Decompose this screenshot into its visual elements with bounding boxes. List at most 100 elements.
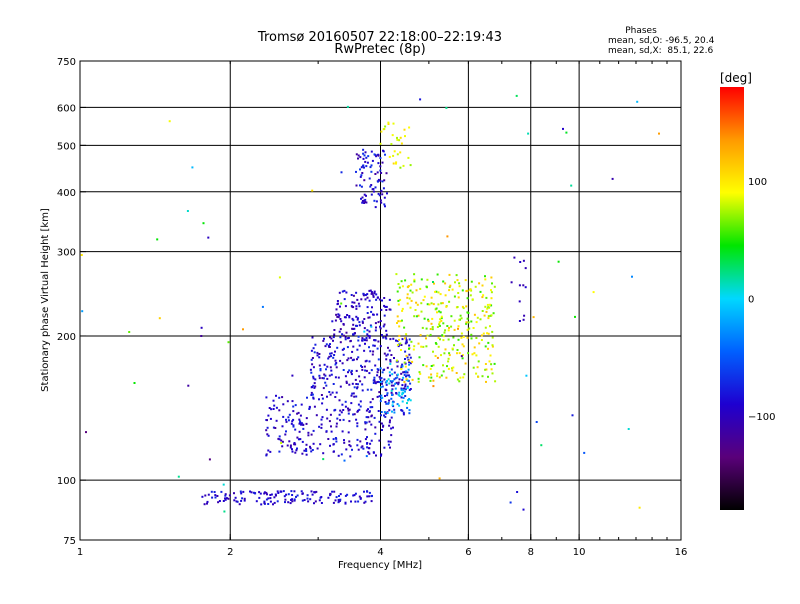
data-point <box>379 380 382 383</box>
data-point <box>346 346 349 349</box>
data-point <box>302 427 305 430</box>
data-point <box>322 452 325 455</box>
data-point <box>350 394 353 397</box>
data-point <box>342 369 345 371</box>
data-point <box>371 292 374 295</box>
data-point <box>312 442 315 445</box>
data-point <box>376 374 379 377</box>
data-point <box>388 409 391 412</box>
data-point <box>431 326 434 328</box>
data-point <box>397 283 400 285</box>
data-point <box>344 336 347 339</box>
data-point <box>486 307 489 310</box>
data-point <box>330 373 333 376</box>
data-point <box>396 290 399 293</box>
data-point <box>457 338 460 341</box>
data-point <box>485 368 488 371</box>
data-point <box>470 337 473 340</box>
data-point <box>235 500 238 503</box>
data-point <box>218 500 221 502</box>
data-point <box>290 490 293 493</box>
data-point <box>364 298 367 301</box>
data-point <box>315 414 318 417</box>
data-point <box>395 162 397 165</box>
data-point <box>518 284 521 287</box>
data-point <box>352 358 355 361</box>
data-point <box>535 421 538 423</box>
data-point <box>376 296 379 299</box>
data-point <box>396 153 399 156</box>
data-point <box>383 314 386 317</box>
data-point <box>465 321 468 324</box>
data-point <box>384 336 387 339</box>
data-point <box>351 350 354 353</box>
data-point <box>398 286 401 289</box>
data-point <box>368 346 370 349</box>
data-point <box>481 375 484 378</box>
data-point <box>224 494 227 497</box>
data-point <box>437 345 440 348</box>
data-point <box>481 284 484 287</box>
data-point <box>392 122 395 125</box>
data-point <box>365 194 367 197</box>
data-point <box>208 458 211 461</box>
data-point <box>332 339 334 342</box>
chart-subtitle: RwPretec (8p) <box>334 42 425 57</box>
data-point <box>420 302 423 305</box>
data-point <box>353 494 356 497</box>
data-point <box>369 442 372 445</box>
data-point <box>389 338 392 341</box>
data-point <box>320 502 323 504</box>
data-point <box>484 368 487 371</box>
data-point <box>361 368 364 371</box>
data-point <box>340 302 343 305</box>
data-point <box>301 499 304 502</box>
data-point <box>420 345 423 348</box>
data-point <box>282 490 285 493</box>
data-point <box>385 412 387 415</box>
data-point <box>328 391 331 393</box>
data-point <box>366 161 369 164</box>
data-point <box>381 396 384 399</box>
data-point <box>489 354 492 357</box>
data-point <box>487 347 489 350</box>
data-point <box>273 404 276 407</box>
data-point <box>398 343 401 346</box>
data-point <box>361 337 364 340</box>
data-point <box>362 447 365 450</box>
data-point <box>281 445 284 448</box>
data-point <box>365 201 368 204</box>
data-point <box>370 500 373 503</box>
data-point <box>368 495 371 498</box>
data-point <box>379 325 381 328</box>
data-point <box>389 380 392 383</box>
data-point <box>377 340 380 343</box>
data-point <box>350 402 353 405</box>
data-point <box>403 326 406 329</box>
data-point <box>292 424 295 427</box>
data-point <box>216 495 219 497</box>
data-point <box>282 403 285 406</box>
data-point <box>457 327 459 330</box>
data-point <box>336 303 339 306</box>
data-point <box>318 353 321 355</box>
data-point <box>451 288 454 291</box>
data-point <box>400 372 403 375</box>
data-point <box>365 416 368 419</box>
data-point <box>436 273 439 276</box>
data-point <box>475 354 478 357</box>
data-point <box>379 199 382 202</box>
data-point <box>478 342 481 345</box>
data-point <box>313 405 316 408</box>
data-point <box>382 425 384 428</box>
data-point <box>298 422 301 425</box>
data-point <box>288 440 291 443</box>
colorbar-ticks: 100 0 −100 <box>748 177 775 423</box>
data-point <box>401 319 403 322</box>
data-point <box>433 282 435 285</box>
data-point <box>265 491 268 494</box>
data-point <box>337 376 340 379</box>
data-point <box>430 322 433 325</box>
data-point <box>287 493 290 496</box>
data-point <box>366 293 369 296</box>
